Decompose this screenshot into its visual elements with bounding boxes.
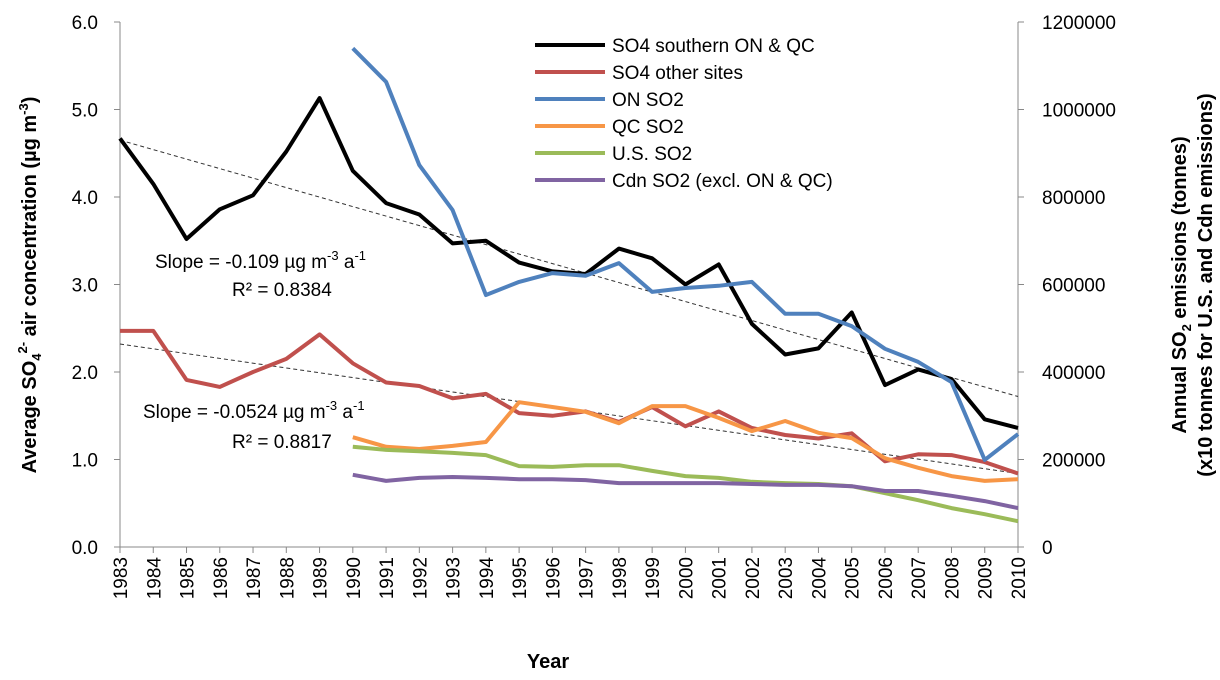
x-tick-label: 1984 (144, 557, 165, 600)
y2-title-part: emissions (tonnes) (1169, 136, 1191, 324)
x-tick-label: 1993 (444, 557, 465, 599)
trendline (119, 343, 1019, 474)
slope-part: a (339, 252, 355, 273)
series-line (352, 444, 1019, 524)
x-tick-label: 1987 (244, 557, 265, 599)
series-line (351, 46, 1020, 462)
y2-tick-label: 800000 (1042, 188, 1105, 209)
y2-tick-label: 1200000 (1042, 13, 1116, 34)
y-tick-label: 1.0 (72, 451, 98, 472)
y2-tick-label: 200000 (1042, 451, 1105, 472)
y-tick-label: 2.0 (72, 363, 98, 384)
x-tick-label: 1989 (311, 557, 332, 599)
y2-axis-title: Annual SO2 emissions (tonnes) (1169, 136, 1194, 433)
slope-part: -3 (326, 398, 338, 413)
y2-axis-title-line2: (x10 tonnes for U.S. and Cdn emissions) (1195, 93, 1217, 476)
x-tick-label: 2004 (809, 557, 830, 600)
x-tick-label: 1996 (543, 557, 564, 599)
slope-annotation: Slope = -0.0524 µg m-3 a-1 (143, 398, 365, 423)
y-tick-label: 4.0 (72, 188, 98, 209)
x-tick-label: 1997 (577, 557, 598, 599)
slope-part: a (337, 402, 353, 423)
y-title-sub: 4 (29, 353, 44, 361)
y2-tick-label: 0 (1042, 538, 1053, 559)
y-tick-label: 0.0 (72, 538, 98, 559)
trendline (119, 139, 1019, 397)
y2-title-part: Annual SO (1169, 331, 1191, 433)
slope-annotation: Slope = -0.109 µg m-3 a-1 (155, 248, 366, 273)
y2-title-sub: 2 (1179, 324, 1194, 331)
y2-tick-label: 1000000 (1042, 101, 1116, 122)
x-tick-label: 2008 (942, 557, 963, 599)
series-line (352, 472, 1019, 511)
x-tick-label: 1994 (477, 557, 498, 600)
y2-tick-label: 600000 (1042, 276, 1105, 297)
r2-annotation: R² = 0.8384 (232, 280, 332, 301)
y-axis-title: Average SO42- air concentration (µg m-3) (15, 97, 44, 474)
legend-label: Cdn SO2 (excl. ON & QC) (612, 171, 833, 192)
x-tick-label: 1983 (111, 557, 132, 599)
y-title-part: ) (19, 97, 41, 104)
legend-label: QC SO2 (612, 117, 684, 138)
x-tick-label: 2005 (843, 557, 864, 599)
slope-part: -3 (327, 248, 339, 263)
y-title-part: Average SO (19, 361, 41, 474)
slope-part: Slope = -0.109 µg m (155, 252, 327, 273)
legend-label: U.S. SO2 (612, 144, 692, 165)
y2-tick-label: 400000 (1042, 363, 1105, 384)
y-title-sup: 2- (15, 342, 30, 354)
legend-label: ON SO2 (612, 90, 684, 111)
x-tick-label: 1986 (211, 557, 232, 599)
series-line (352, 400, 1019, 483)
x-tick-label: 2007 (909, 557, 930, 599)
r2-annotation: R² = 0.8817 (232, 432, 332, 453)
x-tick-label: 1999 (643, 557, 664, 599)
x-tick-label: 2003 (776, 557, 797, 599)
y-tick-label: 3.0 (72, 276, 98, 297)
slope-part: -1 (354, 248, 366, 263)
y-title-part: air concentration (µg m (19, 115, 41, 342)
legend-label: SO4 southern ON & QC (612, 36, 815, 57)
x-tick-label: 1985 (178, 557, 199, 599)
x-tick-label: 1991 (377, 557, 398, 599)
x-tick-label: 1988 (277, 557, 298, 599)
x-tick-label: 1990 (344, 557, 365, 599)
y-tick-label: 6.0 (72, 13, 98, 34)
x-tick-label: 1992 (410, 557, 431, 599)
x-tick-label: 2002 (743, 557, 764, 599)
x-tick-label: 2001 (710, 557, 731, 599)
legend-label: SO4 other sites (612, 63, 743, 84)
x-tick-label: 1995 (510, 557, 531, 599)
x-tick-label: 2000 (676, 557, 697, 599)
x-tick-label: 2010 (1009, 557, 1030, 599)
x-tick-label: 2006 (876, 557, 897, 599)
y-tick-label: 5.0 (72, 101, 98, 122)
slope-part: Slope = -0.0524 µg m (143, 402, 326, 423)
slope-part: -1 (353, 398, 365, 413)
x-axis-title: Year (527, 651, 569, 673)
x-tick-label: 1998 (610, 557, 631, 599)
y-title-sup: -3 (16, 103, 31, 115)
x-tick-label: 2009 (976, 557, 997, 599)
